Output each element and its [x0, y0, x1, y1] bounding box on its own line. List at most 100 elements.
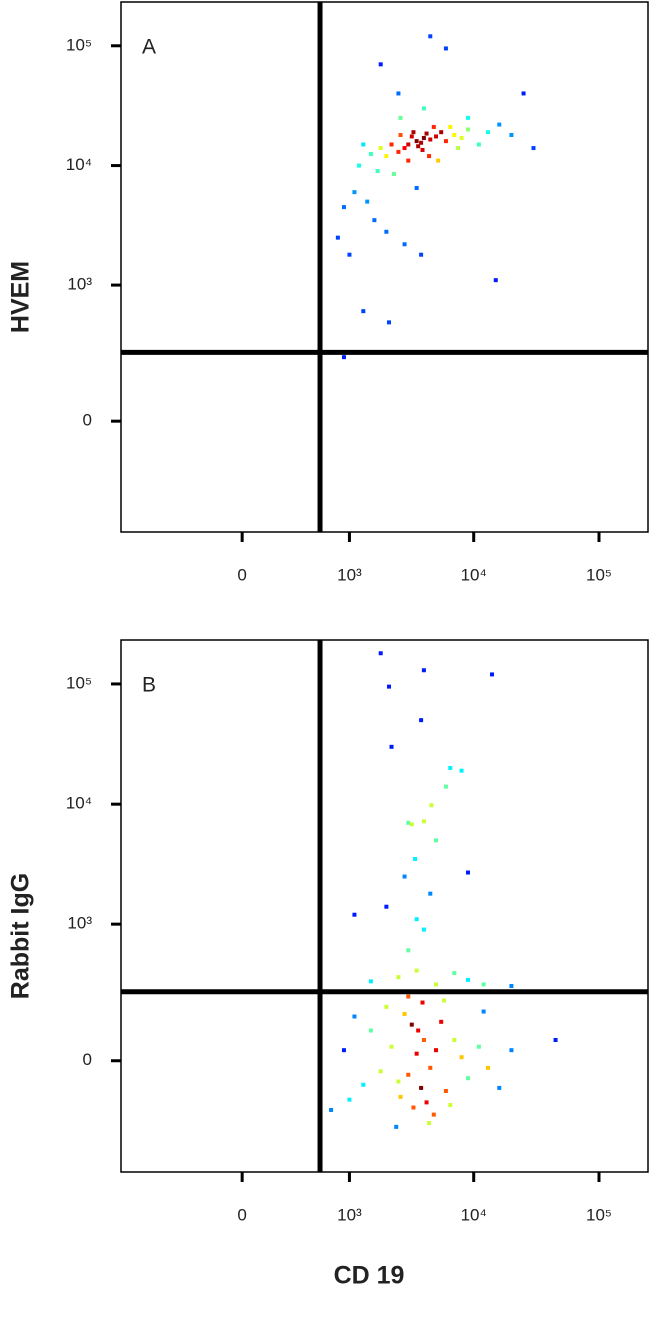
event-point	[347, 1097, 352, 1102]
event-point	[413, 856, 418, 861]
event-point	[409, 822, 414, 827]
event-point	[402, 874, 407, 879]
event-point	[452, 1037, 457, 1042]
event-point	[411, 130, 416, 135]
event-point	[341, 1048, 346, 1053]
event-point	[421, 106, 426, 111]
event-point	[352, 1014, 357, 1019]
event-point	[459, 1055, 464, 1060]
event-point	[389, 744, 394, 749]
event-point	[414, 1051, 419, 1056]
event-point	[409, 134, 414, 139]
event-point	[434, 1048, 439, 1053]
event-point	[443, 784, 448, 789]
event-point	[387, 684, 392, 689]
event-point	[509, 984, 514, 989]
event-point	[398, 132, 403, 137]
event-point	[459, 135, 464, 140]
event-point	[424, 131, 429, 136]
event-point	[406, 158, 411, 163]
x-tick-label: 10³	[337, 565, 362, 584]
event-point	[414, 139, 419, 144]
event-point	[352, 190, 357, 195]
event-point	[485, 1065, 490, 1070]
event-point	[341, 205, 346, 210]
event-point	[361, 309, 366, 314]
event-point	[361, 1082, 366, 1087]
event-point	[365, 199, 370, 204]
event-point	[465, 1076, 470, 1081]
event-point	[389, 1044, 394, 1049]
event-point	[521, 91, 526, 96]
event-point	[476, 142, 481, 147]
event-point	[419, 1085, 424, 1090]
y-tick-label: 0	[83, 411, 92, 430]
event-point	[427, 154, 432, 159]
event-point	[398, 1094, 403, 1099]
event-point	[368, 979, 373, 984]
event-point	[509, 1048, 514, 1053]
event-point	[428, 891, 433, 896]
event-point	[402, 146, 407, 151]
event-point	[421, 927, 426, 932]
event-point	[434, 134, 439, 139]
event-point	[420, 147, 425, 152]
event-point	[493, 278, 498, 283]
event-point	[431, 124, 436, 129]
x-tick-label: 0	[237, 565, 246, 584]
event-point	[420, 1000, 425, 1005]
event-point	[442, 998, 447, 1003]
event-point	[481, 1009, 486, 1014]
event-point	[414, 185, 419, 190]
y-tick-label: 10⁵	[66, 35, 92, 54]
event-point	[378, 1069, 383, 1074]
event-point	[335, 235, 340, 240]
event-point	[428, 34, 433, 39]
event-point	[465, 977, 470, 982]
event-point	[416, 144, 421, 149]
y-axis-title: Rabbit IgG	[7, 873, 35, 999]
event-point	[361, 142, 366, 147]
event-point	[497, 1085, 502, 1090]
event-point	[406, 994, 411, 999]
event-point	[368, 151, 373, 156]
event-point	[429, 803, 434, 808]
event-point	[421, 1037, 426, 1042]
event-point	[434, 982, 439, 987]
event-point	[421, 819, 426, 824]
event-point	[428, 137, 433, 142]
event-point	[419, 252, 424, 257]
event-point	[378, 146, 383, 151]
event-point	[419, 718, 424, 723]
event-point	[406, 1072, 411, 1077]
event-point	[372, 218, 377, 223]
event-point	[396, 1079, 401, 1084]
event-point	[396, 975, 401, 980]
y-tick-label: 10⁴	[66, 155, 92, 174]
event-point	[378, 62, 383, 67]
x-axis-title: CD 19	[334, 1262, 405, 1290]
panel-label: B	[142, 674, 156, 697]
event-point	[411, 1105, 416, 1110]
event-point	[406, 820, 411, 825]
event-point	[421, 668, 426, 673]
plot-frame	[120, 1, 649, 533]
event-point	[329, 1107, 334, 1112]
event-point	[375, 169, 380, 174]
event-point	[452, 971, 457, 976]
event-point	[384, 154, 389, 159]
x-tick-label: 10⁴	[461, 565, 487, 584]
event-point	[394, 1124, 399, 1129]
event-point	[443, 139, 448, 144]
event-point	[389, 142, 394, 147]
event-point	[384, 904, 389, 909]
event-point	[485, 130, 490, 135]
event-point	[443, 46, 448, 51]
y-tick-label: 0	[83, 1050, 92, 1069]
event-point	[419, 140, 424, 145]
panel: 0 10³ 10⁴ 10⁵ 0 10³ 10⁴ 10⁵ A HVEM	[7, 1, 649, 584]
event-point	[465, 870, 470, 875]
x-tick-label: 10³	[337, 1205, 362, 1224]
event-point	[416, 1028, 421, 1033]
